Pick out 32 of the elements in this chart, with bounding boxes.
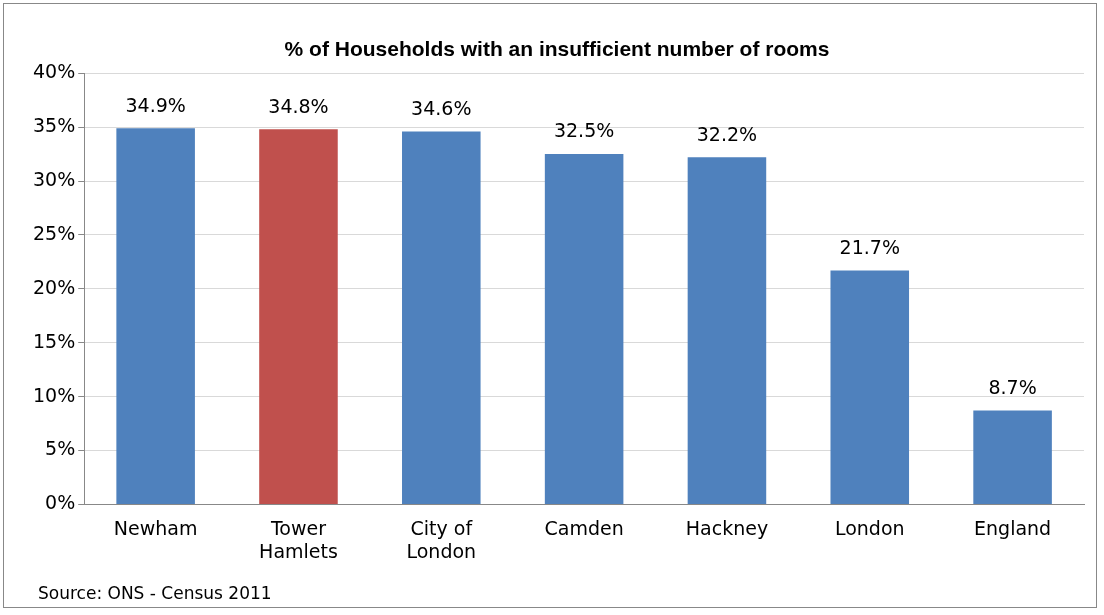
y-tick-label: 35% (33, 114, 76, 137)
y-tick-label: 0% (45, 491, 76, 514)
y-tick-label: 15% (33, 329, 76, 352)
bar (544, 154, 624, 504)
y-tick-label: 5% (45, 437, 76, 460)
data-label: 8.7% (988, 376, 1037, 399)
y-tick-label: 30% (33, 167, 76, 190)
bar (687, 157, 767, 504)
x-tick-label: Newham (113, 516, 198, 539)
source-note: Source: ONS - Census 2011 (38, 583, 272, 603)
bar (402, 131, 481, 504)
data-label: 34.9% (125, 93, 186, 116)
x-tick-label: Tower Hamlets (259, 516, 338, 562)
data-label: 32.5% (553, 119, 615, 142)
x-tick-label: London (834, 516, 905, 539)
y-tick-label: 20% (33, 275, 76, 298)
data-label: 34.8% (268, 94, 329, 117)
data-label: 21.7% (839, 235, 900, 258)
bar (973, 410, 1052, 504)
x-tick-label: Hackney (685, 516, 769, 539)
bar (830, 270, 910, 504)
y-tick-label: 40% (33, 60, 76, 83)
data-label: 32.2% (696, 122, 758, 145)
x-tick-label: Camden (544, 516, 624, 539)
y-tick-label: 10% (33, 383, 76, 406)
data-label: 34.6% (411, 96, 472, 119)
x-tick-label: England (974, 516, 1052, 539)
y-tick-label: 25% (33, 221, 76, 244)
x-tick-label: City of London (406, 516, 477, 562)
chart-title: % of Households with an insufficient number of rooms (284, 37, 830, 61)
bar (259, 129, 338, 504)
bar (116, 128, 195, 504)
